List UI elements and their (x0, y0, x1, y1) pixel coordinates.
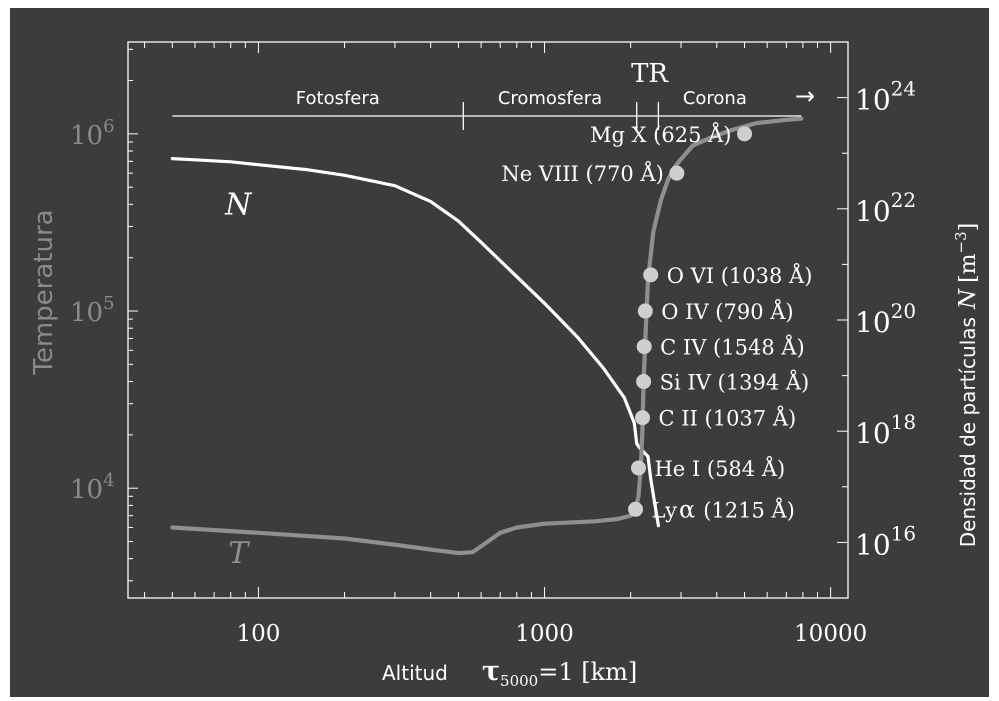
ion-name: Si IV (1394 Å) (660, 370, 810, 395)
series-line-T (170, 116, 804, 556)
x-axis-title-sub: 5000 (500, 672, 538, 690)
right-tick-base: 10 (855, 84, 891, 117)
right-axis-title-unit-close: ] (956, 223, 981, 232)
chart-background (10, 8, 989, 697)
left-tick-base: 10 (70, 475, 103, 505)
ion-label: O VI (1038 Å) (667, 263, 813, 288)
region-label-corona: Corona (683, 88, 747, 109)
ion-marker (630, 460, 646, 476)
right-tick-exp: 18 (891, 410, 916, 434)
right-axis-title: Densidad de partículas N [m−3] (952, 223, 981, 548)
ion-label: C IV (1548 Å) (660, 335, 805, 360)
right-tick-label: 1018 (855, 410, 916, 450)
ion-name: Ne VIII (770 Å) (501, 161, 664, 186)
ion-marker (737, 126, 753, 142)
right-tick-label: 1024 (855, 77, 916, 117)
left-tick-exp: 5 (103, 293, 114, 314)
left-tick-base: 10 (70, 298, 103, 328)
x-tick-label: 100 (236, 621, 280, 647)
ion-name: Ly (652, 498, 678, 522)
region-label-tr: TR (631, 59, 669, 89)
x-tick-label: 10000 (794, 621, 867, 647)
right-tick-exp: 22 (891, 188, 916, 212)
series-line-N (170, 157, 661, 528)
left-tick-label: 105 (70, 293, 115, 328)
right-tick-label: 1020 (855, 299, 916, 339)
right-axis-title-unit: [m (956, 253, 981, 283)
x-axis-title: Altitud τ5000=1 [km] (382, 656, 637, 690)
corona-arrow: → (795, 82, 815, 110)
right-tick-base: 10 (855, 417, 891, 450)
axis-ticks (128, 42, 848, 599)
ion-name: He I (584 Å) (654, 456, 785, 481)
right-tick-exp: 16 (891, 521, 916, 545)
region-label-cromosfera: Cromosfera (498, 88, 602, 109)
ion-marker (637, 303, 653, 319)
right-tick-base: 10 (855, 528, 891, 561)
x-tick-label: 1000 (515, 621, 574, 647)
right-tick-exp: 24 (891, 77, 916, 101)
left-axis-title: Temperatura (29, 209, 59, 375)
ion-marker (636, 339, 652, 355)
left-tick-exp: 4 (103, 470, 114, 491)
text-labels: 100 1000 100001041051061016101810201022102… (29, 77, 981, 690)
ion-greek: α (679, 495, 695, 523)
series-lines (170, 116, 804, 556)
series-label-N: N (224, 187, 253, 222)
ion-name: Mg X (625 Å) (590, 122, 732, 147)
left-tick-exp: 6 (103, 116, 114, 137)
region-bar: Fotosfera Cromosfera TR Corona → (172, 59, 815, 130)
x-axis-title-tail: =1 [km] (538, 658, 637, 686)
ion-marker (669, 165, 685, 181)
ion-label: Mg X (625 Å) (590, 122, 732, 147)
x-axis-title-tau: τ (482, 656, 500, 687)
left-tick-label: 104 (70, 470, 115, 505)
ion-label: He I (584 Å) (654, 456, 785, 481)
left-tick-label: 106 (70, 116, 115, 151)
ion-marker (628, 501, 644, 517)
right-axis-title-unit-exp: −3 (952, 231, 970, 253)
ion-label: Ne VIII (770 Å) (501, 161, 664, 186)
ion-label: C II (1037 Å) (659, 406, 797, 431)
right-tick-base: 10 (855, 195, 891, 228)
right-tick-base: 10 (855, 306, 891, 339)
ion-name: O VI (1038 Å) (667, 263, 813, 288)
right-tick-label: 1022 (855, 188, 916, 228)
ion-wavelength: (1215 Å) (703, 497, 795, 522)
region-label-fotosfera: Fotosfera (296, 88, 380, 109)
ion-label: O IV (790 Å) (661, 299, 793, 324)
ion-label: Si IV (1394 Å) (660, 370, 810, 395)
ion-name: O IV (790 Å) (661, 299, 793, 324)
ion-marker (643, 267, 659, 283)
right-tick-exp: 20 (891, 299, 916, 323)
x-axis-title-text: Altitud (382, 661, 448, 685)
ion-name: C II (1037 Å) (659, 406, 797, 431)
right-axis-title-text: Densidad de partículas (956, 317, 980, 547)
ion-markers (628, 126, 753, 517)
ion-name: C IV (1548 Å) (660, 335, 805, 360)
right-axis-title-N: N (955, 288, 981, 310)
ion-marker (636, 374, 652, 390)
ion-label: Lyα (1215 Å) (652, 495, 795, 523)
series-label-T: T (228, 536, 250, 571)
ion-marker (635, 410, 651, 426)
right-tick-label: 1016 (855, 521, 916, 561)
left-tick-base: 10 (70, 121, 103, 151)
